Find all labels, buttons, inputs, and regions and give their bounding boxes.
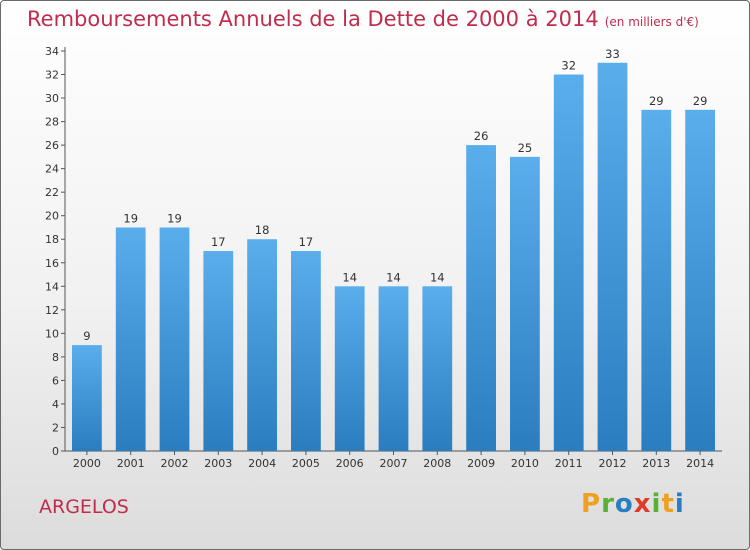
bar xyxy=(291,251,321,451)
y-tick-label: 6 xyxy=(52,374,59,387)
y-tick-label: 22 xyxy=(45,186,59,199)
y-tick-label: 2 xyxy=(52,421,59,434)
y-tick-label: 32 xyxy=(45,69,59,82)
logo-letter: t xyxy=(661,489,675,519)
x-tick-label: 2000 xyxy=(73,457,101,470)
data-label: 9 xyxy=(83,329,90,343)
data-label: 26 xyxy=(474,129,489,143)
x-tick-label: 2006 xyxy=(336,457,364,470)
y-tick-label: 30 xyxy=(45,92,59,105)
x-tick-label: 2007 xyxy=(380,457,408,470)
y-tick-label: 24 xyxy=(45,163,59,176)
y-tick-label: 8 xyxy=(52,351,59,364)
bar xyxy=(466,145,496,451)
x-tick-label: 2009 xyxy=(467,457,495,470)
x-tick-label: 2002 xyxy=(161,457,189,470)
y-tick-label: 20 xyxy=(45,210,59,223)
y-tick-label: 16 xyxy=(45,257,59,270)
bar xyxy=(641,109,672,451)
x-tick-label: 2008 xyxy=(423,457,451,470)
bar xyxy=(597,62,628,451)
x-tick-label: 2003 xyxy=(204,457,232,470)
data-label: 14 xyxy=(430,270,445,284)
title-text: Remboursements Annuels de la Dette de 20… xyxy=(27,7,599,31)
y-tick-label: 18 xyxy=(45,233,59,246)
bar xyxy=(510,156,540,451)
y-tick-label: 4 xyxy=(52,398,59,411)
logo-letter: i xyxy=(674,489,685,519)
data-label: 32 xyxy=(561,59,576,73)
x-tick-label: 2010 xyxy=(511,457,539,470)
y-tick-label: 26 xyxy=(45,139,59,152)
data-label: 19 xyxy=(167,211,182,225)
x-tick-label: 2001 xyxy=(117,457,145,470)
bar xyxy=(115,227,146,451)
bar xyxy=(334,286,365,451)
x-tick-label: 2013 xyxy=(642,457,670,470)
bar xyxy=(378,286,409,451)
data-label: 29 xyxy=(693,94,708,108)
proxiti-logo: Proxiti xyxy=(581,489,685,519)
data-label: 17 xyxy=(299,235,314,249)
title-unit: (en milliers d'€) xyxy=(604,15,699,29)
y-tick-label: 28 xyxy=(45,116,59,129)
bar xyxy=(203,251,234,451)
data-label: 14 xyxy=(386,270,401,284)
bar xyxy=(72,345,102,451)
y-tick-label: 0 xyxy=(52,445,59,458)
y-tick-label: 14 xyxy=(45,280,59,293)
bar xyxy=(159,227,190,451)
bar xyxy=(247,239,277,451)
data-label: 29 xyxy=(649,94,664,108)
data-label: 18 xyxy=(255,223,270,237)
x-tick-label: 2012 xyxy=(599,457,627,470)
data-label: 14 xyxy=(342,270,357,284)
bar xyxy=(422,286,453,451)
data-label: 25 xyxy=(518,141,533,155)
data-label: 17 xyxy=(211,235,226,249)
bar xyxy=(685,109,715,451)
logo-letter: o xyxy=(614,489,634,519)
x-tick-label: 2011 xyxy=(555,457,583,470)
data-label: 33 xyxy=(605,47,620,61)
logo-letter: P xyxy=(581,489,602,519)
x-tick-label: 2014 xyxy=(686,457,714,470)
logo-letter: i xyxy=(651,489,662,519)
commune-name: ARGELOS xyxy=(39,496,129,518)
logo-letter: r xyxy=(601,489,615,519)
y-tick-label: 12 xyxy=(45,304,59,317)
logo-letter: x xyxy=(633,489,652,519)
bar xyxy=(553,74,584,451)
data-label: 19 xyxy=(123,211,138,225)
x-tick-label: 2004 xyxy=(248,457,276,470)
chart-title: Remboursements Annuels de la Dette de 20… xyxy=(27,7,699,31)
y-tick-label: 10 xyxy=(45,327,59,340)
y-tick-label: 34 xyxy=(45,45,59,58)
x-tick-label: 2005 xyxy=(292,457,320,470)
